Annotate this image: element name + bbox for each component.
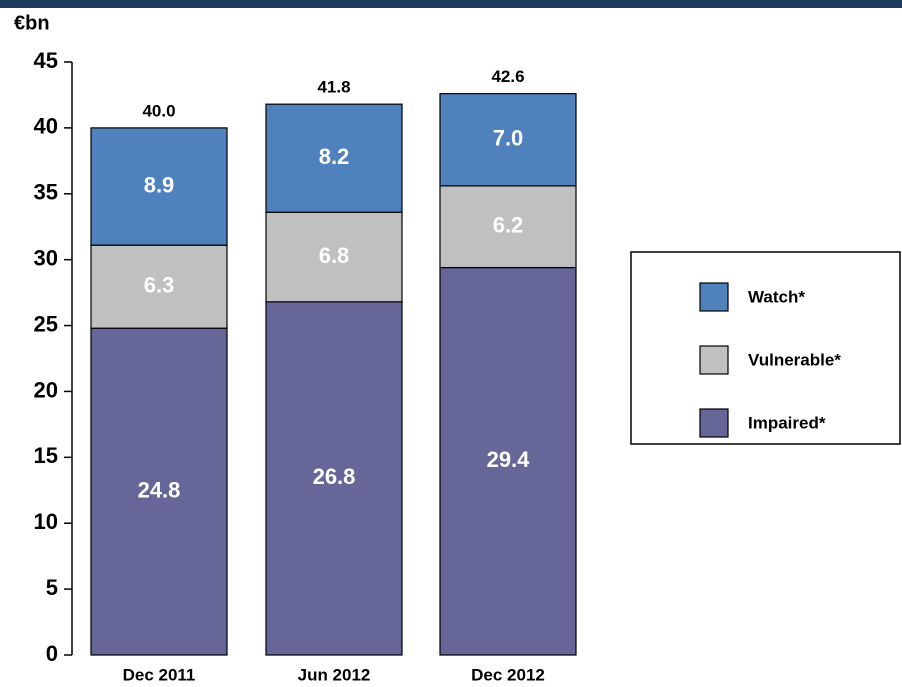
total-label: 42.6 — [491, 67, 524, 86]
x-tick-label: Dec 2012 — [471, 665, 545, 684]
y-tick-label: 35 — [34, 180, 58, 205]
bar-segment — [265, 301, 403, 656]
value-label: 24.8 — [138, 477, 181, 502]
y-tick-label: 5 — [46, 575, 58, 600]
bar-segment — [439, 185, 577, 269]
value-label: 6.8 — [319, 243, 350, 268]
bar-segment — [265, 103, 403, 213]
total-label: 41.8 — [317, 78, 350, 97]
value-label: 8.9 — [144, 172, 175, 197]
legend-swatch — [699, 345, 729, 375]
bar-segment — [439, 93, 577, 187]
value-label: 7.0 — [493, 126, 524, 151]
y-tick-label: 25 — [34, 311, 58, 336]
y-tick-label: 40 — [34, 114, 58, 139]
value-label: 29.4 — [487, 447, 531, 472]
y-axis-label: €bn — [14, 12, 50, 34]
legend — [630, 251, 901, 445]
bar-segment — [90, 327, 228, 656]
total-label: 40.0 — [142, 101, 175, 120]
x-tick-label: Dec 2011 — [123, 665, 196, 684]
y-tick-label: 20 — [34, 377, 58, 402]
legend-label: Watch* — [748, 287, 805, 306]
top-bar — [0, 0, 902, 8]
y-tick-label: 30 — [34, 245, 58, 270]
y-tick-label: 15 — [34, 443, 58, 468]
bar-segment — [90, 127, 228, 246]
value-label: 6.3 — [144, 272, 175, 297]
value-label: 6.2 — [493, 213, 524, 238]
legend-swatch — [699, 282, 729, 312]
value-label: 26.8 — [313, 464, 356, 489]
legend-label: Impaired* — [748, 413, 826, 432]
bar-segment — [90, 244, 228, 329]
legend-swatch — [699, 408, 729, 438]
legend-label: Vulnerable* — [748, 350, 841, 369]
y-tick-label: 45 — [34, 48, 58, 73]
y-tick-label: 10 — [34, 509, 58, 534]
x-tick-label: Jun 2012 — [298, 665, 371, 684]
bar-segment — [439, 266, 577, 656]
value-label: 8.2 — [319, 144, 350, 169]
y-tick-label: 0 — [46, 641, 58, 666]
